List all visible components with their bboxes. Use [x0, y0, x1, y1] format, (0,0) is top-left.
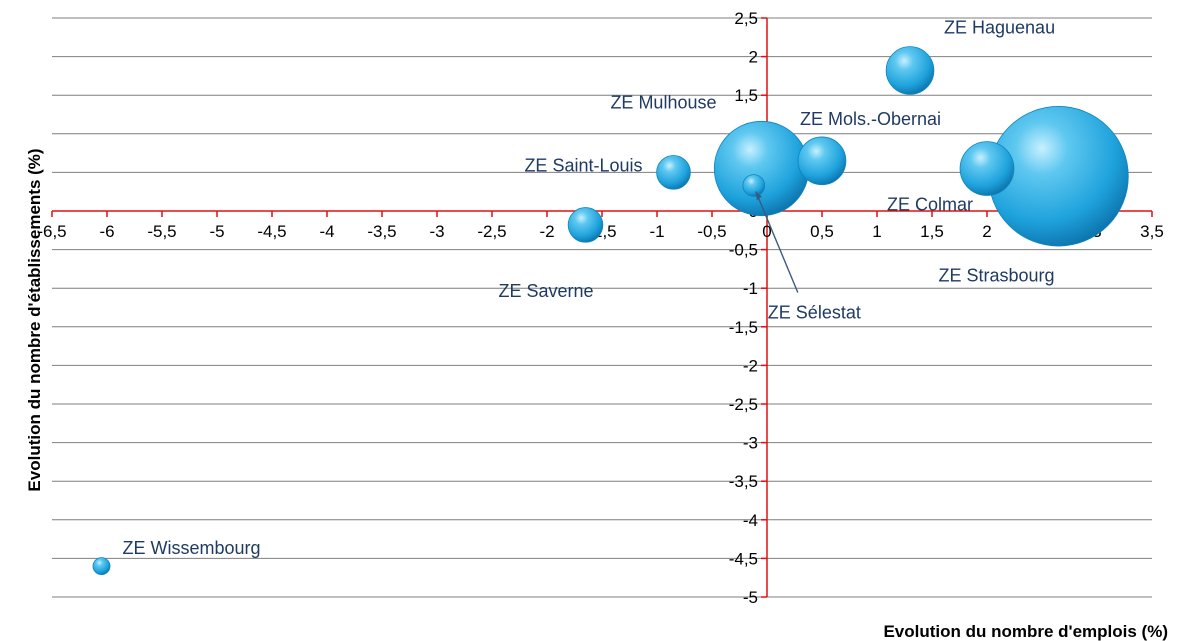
x-tick-label: -2,5 — [477, 222, 506, 241]
y-tick-label: -5 — [743, 588, 758, 607]
y-tick-label: 2 — [749, 48, 758, 67]
bubble — [742, 174, 766, 197]
y-tick-label: 1,5 — [734, 86, 758, 105]
x-tick-label: -3,5 — [367, 222, 396, 241]
bubble-label: ZE Wissembourg — [123, 538, 261, 558]
x-tick-label: 0,5 — [810, 222, 834, 241]
x-axis-title: Evolution du nombre d'emplois (%) — [883, 622, 1168, 641]
bubble-label: ZE Haguenau — [944, 17, 1055, 37]
x-tick-label: -5 — [209, 222, 224, 241]
gridlines — [52, 17, 1152, 598]
y-tick-label: -4 — [743, 511, 758, 530]
y-tick-label: -3,5 — [729, 472, 758, 491]
bubble-label: ZE Mulhouse — [610, 93, 716, 113]
x-tick-label: -3 — [429, 222, 444, 241]
bubble — [92, 557, 111, 576]
bubble-labels: ZE Haguenau ZE Mols.-Obernai ZE Mulhouse ZE… — [123, 17, 1056, 558]
x-tick-label: -6 — [99, 222, 114, 241]
bubble — [567, 207, 604, 243]
y-axis-title: Evolution du nombre d'établissements (%) — [25, 148, 44, 491]
bubble-label: ZE Saverne — [499, 281, 594, 301]
bubble-label: ZE Sélestat — [768, 303, 861, 323]
bubble — [959, 141, 1015, 196]
bubble — [885, 46, 935, 95]
x-tick-label: 3,5 — [1140, 222, 1164, 241]
bubble-label: ZE Colmar — [887, 195, 973, 215]
y-tick-label: -2,5 — [729, 395, 758, 414]
bubble — [797, 136, 847, 186]
x-tick-label: -2 — [539, 222, 554, 241]
x-tick-label: -4 — [319, 222, 334, 241]
y-tick-label: 2,5 — [734, 9, 758, 28]
x-tick-label: 2 — [982, 222, 991, 241]
bubble-label: ZE Mols.-Obernai — [800, 109, 941, 129]
axes — [51, 17, 1153, 598]
bubble — [656, 155, 691, 190]
leader-line — [755, 191, 799, 293]
bubble — [713, 120, 810, 217]
x-tick-label: -1 — [649, 222, 664, 241]
y-tick-label: -3 — [743, 434, 758, 453]
y-tick-label: -2 — [743, 356, 758, 375]
y-tick-label: -4,5 — [729, 549, 758, 568]
y-tick-label: -1,5 — [729, 318, 758, 337]
bubbles — [92, 46, 1129, 576]
y-tick-labels: 2,521,510,50-0,5-1-1,5-2-2,5-3-3,5-4-4,5… — [729, 9, 758, 607]
y-tick-label: -1 — [743, 279, 758, 298]
bubble-label: ZE Strasbourg — [939, 265, 1055, 285]
x-tick-label: -4,5 — [257, 222, 286, 241]
x-tick-label: 1 — [872, 222, 881, 241]
x-tick-label: 0 — [762, 222, 771, 241]
arrow-head — [755, 191, 762, 201]
x-tick-label: -0,5 — [697, 222, 726, 241]
bubble-label: ZE Saint-Louis — [524, 155, 642, 175]
x-tick-label: 1,5 — [920, 222, 944, 241]
x-tick-label: -5,5 — [147, 222, 176, 241]
x-tick-label: -6,5 — [37, 222, 66, 241]
y-tick-label: -0,5 — [729, 241, 758, 260]
x-tick-labels: -6,5 -6 -5,5 -5 -4,5 -4 -3,5 -3 -2,5 -2 -1,5 -1 -0,5… — [37, 222, 1163, 241]
